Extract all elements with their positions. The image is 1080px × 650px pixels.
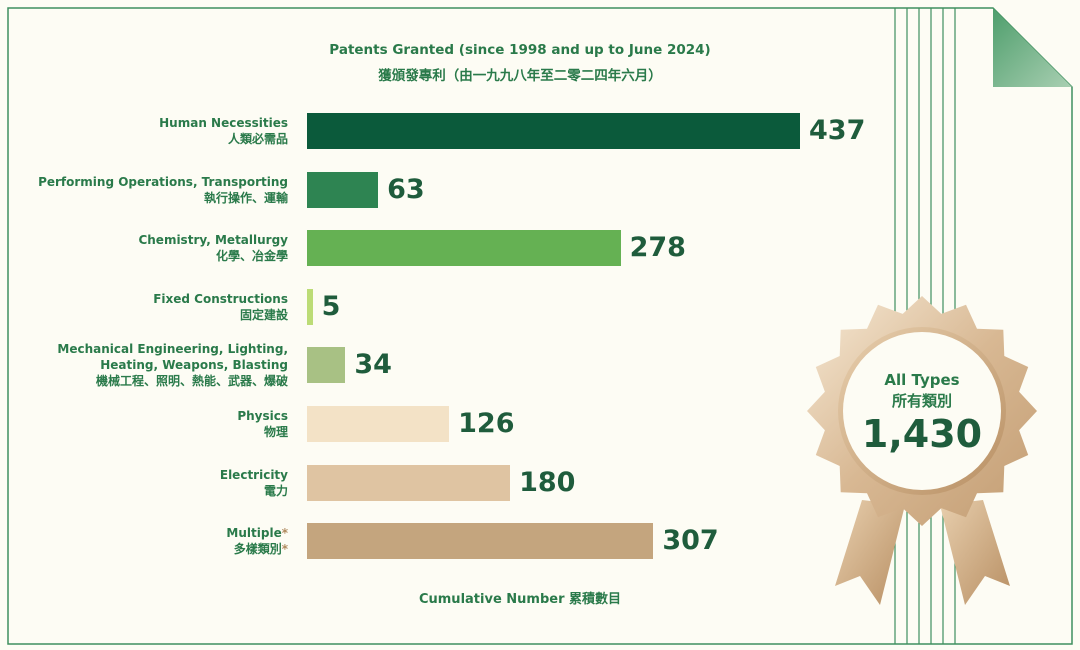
x-axis-label: Cumulative Number 累積數目 xyxy=(418,592,622,607)
category-label-en: Heating, Weapons, Blasting xyxy=(100,358,288,373)
bar xyxy=(307,523,654,560)
category-label: Chemistry, Metallurgy 化學、冶金學 xyxy=(138,232,288,264)
category-label-zh: 物理 xyxy=(263,425,288,439)
chart-title-zh: 獲頒發專利（由一九九八年至二零二四年六月） xyxy=(378,68,662,84)
bar xyxy=(307,464,511,501)
value-label: 437 xyxy=(809,115,866,146)
category-label-en: Electricity xyxy=(219,467,288,482)
value-label: 34 xyxy=(354,349,392,381)
value-label: 180 xyxy=(519,466,576,498)
category-label-zh: 機械工程、照明、熱能、武器、爆破 xyxy=(95,374,288,389)
footnote-star: * xyxy=(281,542,288,557)
bar xyxy=(307,171,379,208)
value-label: 278 xyxy=(629,232,686,264)
category-label-zh: 固定建設 xyxy=(239,307,288,322)
category-label-zh: 電力 xyxy=(263,483,288,498)
category-label: Mechanical Engineering, Lighting, Heating… xyxy=(57,341,288,389)
category-label: Electricity 電力 xyxy=(220,467,288,499)
category-label-en: Mechanical Engineering, Lighting, xyxy=(57,342,288,357)
category-label: Multiple* 多樣類別* xyxy=(226,525,288,557)
category-label-en: Human Necessities xyxy=(159,116,288,130)
badge-label: All Types xyxy=(884,371,960,389)
page-fold-corner xyxy=(993,8,1072,87)
value-label: 307 xyxy=(662,525,719,557)
category-label: Human Necessities 人類必需品 xyxy=(159,115,288,147)
category-label-en: Fixed Constructions xyxy=(153,291,288,306)
category-label: Fixed Constructions 固定建設 xyxy=(153,291,288,323)
bar xyxy=(307,230,621,267)
bar xyxy=(307,406,450,442)
category-label-zh: 人類必需品 xyxy=(227,132,288,146)
category-label-en: Physics xyxy=(237,409,288,423)
category-label-zh: 多樣類別* xyxy=(233,542,288,557)
bar xyxy=(307,288,313,325)
value-label: 63 xyxy=(387,173,425,205)
category-label-en: Multiple* xyxy=(226,526,288,541)
page-border xyxy=(7,7,1073,645)
category-label-zh: 執行操作、運輸 xyxy=(203,190,288,205)
bar xyxy=(307,347,346,384)
category-label-zh: 化學、冶金學 xyxy=(215,249,288,264)
category-label: Performing Operations, Transporting 執行操作、… xyxy=(38,174,288,206)
category-label-en: Performing Operations, Transporting xyxy=(38,174,288,189)
badge-total: 1,430 xyxy=(861,412,983,456)
badge-label-zh: 所有類別 xyxy=(891,392,952,410)
award-rosette-icon xyxy=(807,296,1037,605)
chart-title: Patents Granted (since 1998 and up to Ju… xyxy=(329,42,711,58)
bar xyxy=(307,113,800,149)
value-label: 5 xyxy=(321,290,341,322)
category-label-en: Chemistry, Metallurgy xyxy=(138,233,288,248)
footnote-star: * xyxy=(281,526,288,541)
value-label: 126 xyxy=(458,408,515,439)
category-label: Physics 物理 xyxy=(237,408,288,440)
